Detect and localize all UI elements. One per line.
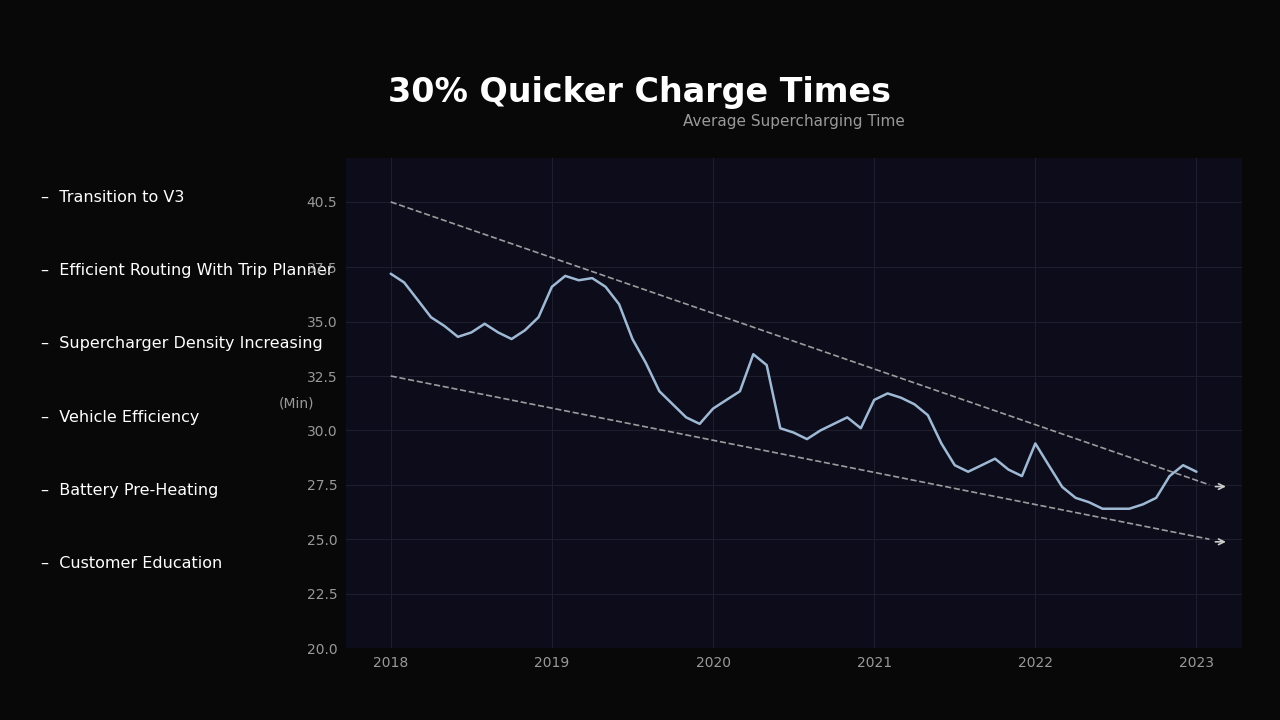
Text: –  Transition to V3: – Transition to V3 bbox=[41, 190, 184, 205]
Text: –  Efficient Routing With Trip Planner: – Efficient Routing With Trip Planner bbox=[41, 264, 334, 278]
Text: (Min): (Min) bbox=[279, 396, 314, 410]
Text: 30% Quicker Charge Times: 30% Quicker Charge Times bbox=[389, 76, 891, 109]
Text: –  Supercharger Density Increasing: – Supercharger Density Increasing bbox=[41, 336, 323, 351]
Text: Average Supercharging Time: Average Supercharging Time bbox=[682, 114, 905, 129]
Text: –  Vehicle Efficiency: – Vehicle Efficiency bbox=[41, 410, 200, 425]
Text: –  Customer Education: – Customer Education bbox=[41, 556, 223, 571]
Text: –  Battery Pre-Heating: – Battery Pre-Heating bbox=[41, 483, 219, 498]
